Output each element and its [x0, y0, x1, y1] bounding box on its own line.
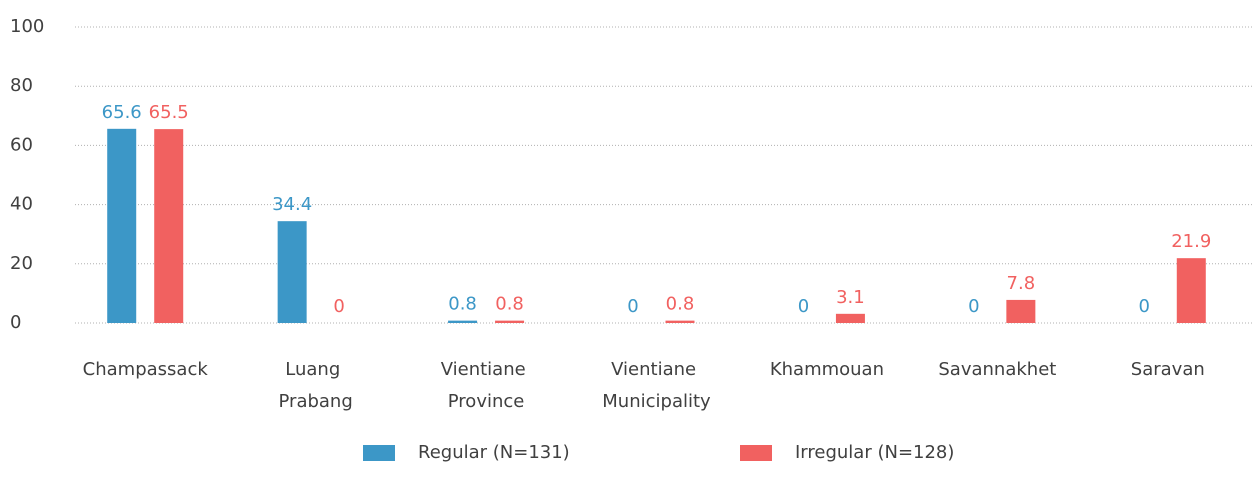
data-label: 65.6 [102, 102, 142, 123]
x-tick-label-line: Luang [285, 359, 346, 380]
bar [1006, 299, 1036, 323]
y-tick-label: 80 [10, 75, 33, 96]
y-tick-label: 100 [10, 16, 44, 37]
data-label: 21.9 [1171, 231, 1211, 252]
x-tick-label: Khammouan [770, 359, 884, 380]
data-label: 3.1 [836, 287, 865, 308]
x-tick-label-line: Vientiane [441, 359, 532, 380]
bar [277, 221, 307, 323]
bar [154, 129, 184, 323]
x-tick-label: Savannakhet [938, 359, 1056, 380]
bar [495, 320, 525, 323]
data-label: 0 [627, 296, 638, 317]
data-label: 0.8 [666, 294, 695, 315]
x-tick-label-line: Prabang [279, 391, 353, 412]
legend-label: Regular (N=131) [418, 442, 570, 463]
x-tick-label: Vientiane Municipality [602, 359, 711, 412]
y-tick-label: 40 [10, 194, 33, 215]
y-tick-label: 0 [10, 312, 21, 333]
bar [448, 320, 478, 323]
x-tick-label-line: Municipality [602, 391, 711, 412]
data-label: 0.8 [448, 294, 477, 315]
data-label: 0 [333, 296, 344, 317]
data-label: 0 [1139, 296, 1150, 317]
data-label: 7.8 [1007, 273, 1036, 294]
legend-label: Irregular (N=128) [795, 442, 954, 463]
x-tick-label: Luang Prabang [279, 359, 353, 412]
x-tick-label-line: Province [448, 391, 525, 412]
data-label: 65.5 [149, 102, 189, 123]
legend-swatch [740, 445, 772, 461]
x-tick-label: Saravan [1131, 359, 1205, 380]
x-tick-label: Champassack [83, 359, 209, 380]
data-label: 0 [968, 296, 979, 317]
data-label: 0.8 [495, 294, 524, 315]
bar [835, 313, 865, 323]
y-tick-label: 20 [10, 253, 33, 274]
bar [665, 320, 695, 323]
data-label: 34.4 [272, 194, 312, 215]
x-tick-label: Vientiane Province [441, 359, 532, 412]
bar [107, 128, 137, 323]
x-tick-label-line: Vientiane [611, 359, 702, 380]
data-label: 0 [798, 296, 809, 317]
y-tick-label: 60 [10, 134, 33, 155]
legend-swatch [363, 445, 395, 461]
bar [1176, 258, 1206, 323]
